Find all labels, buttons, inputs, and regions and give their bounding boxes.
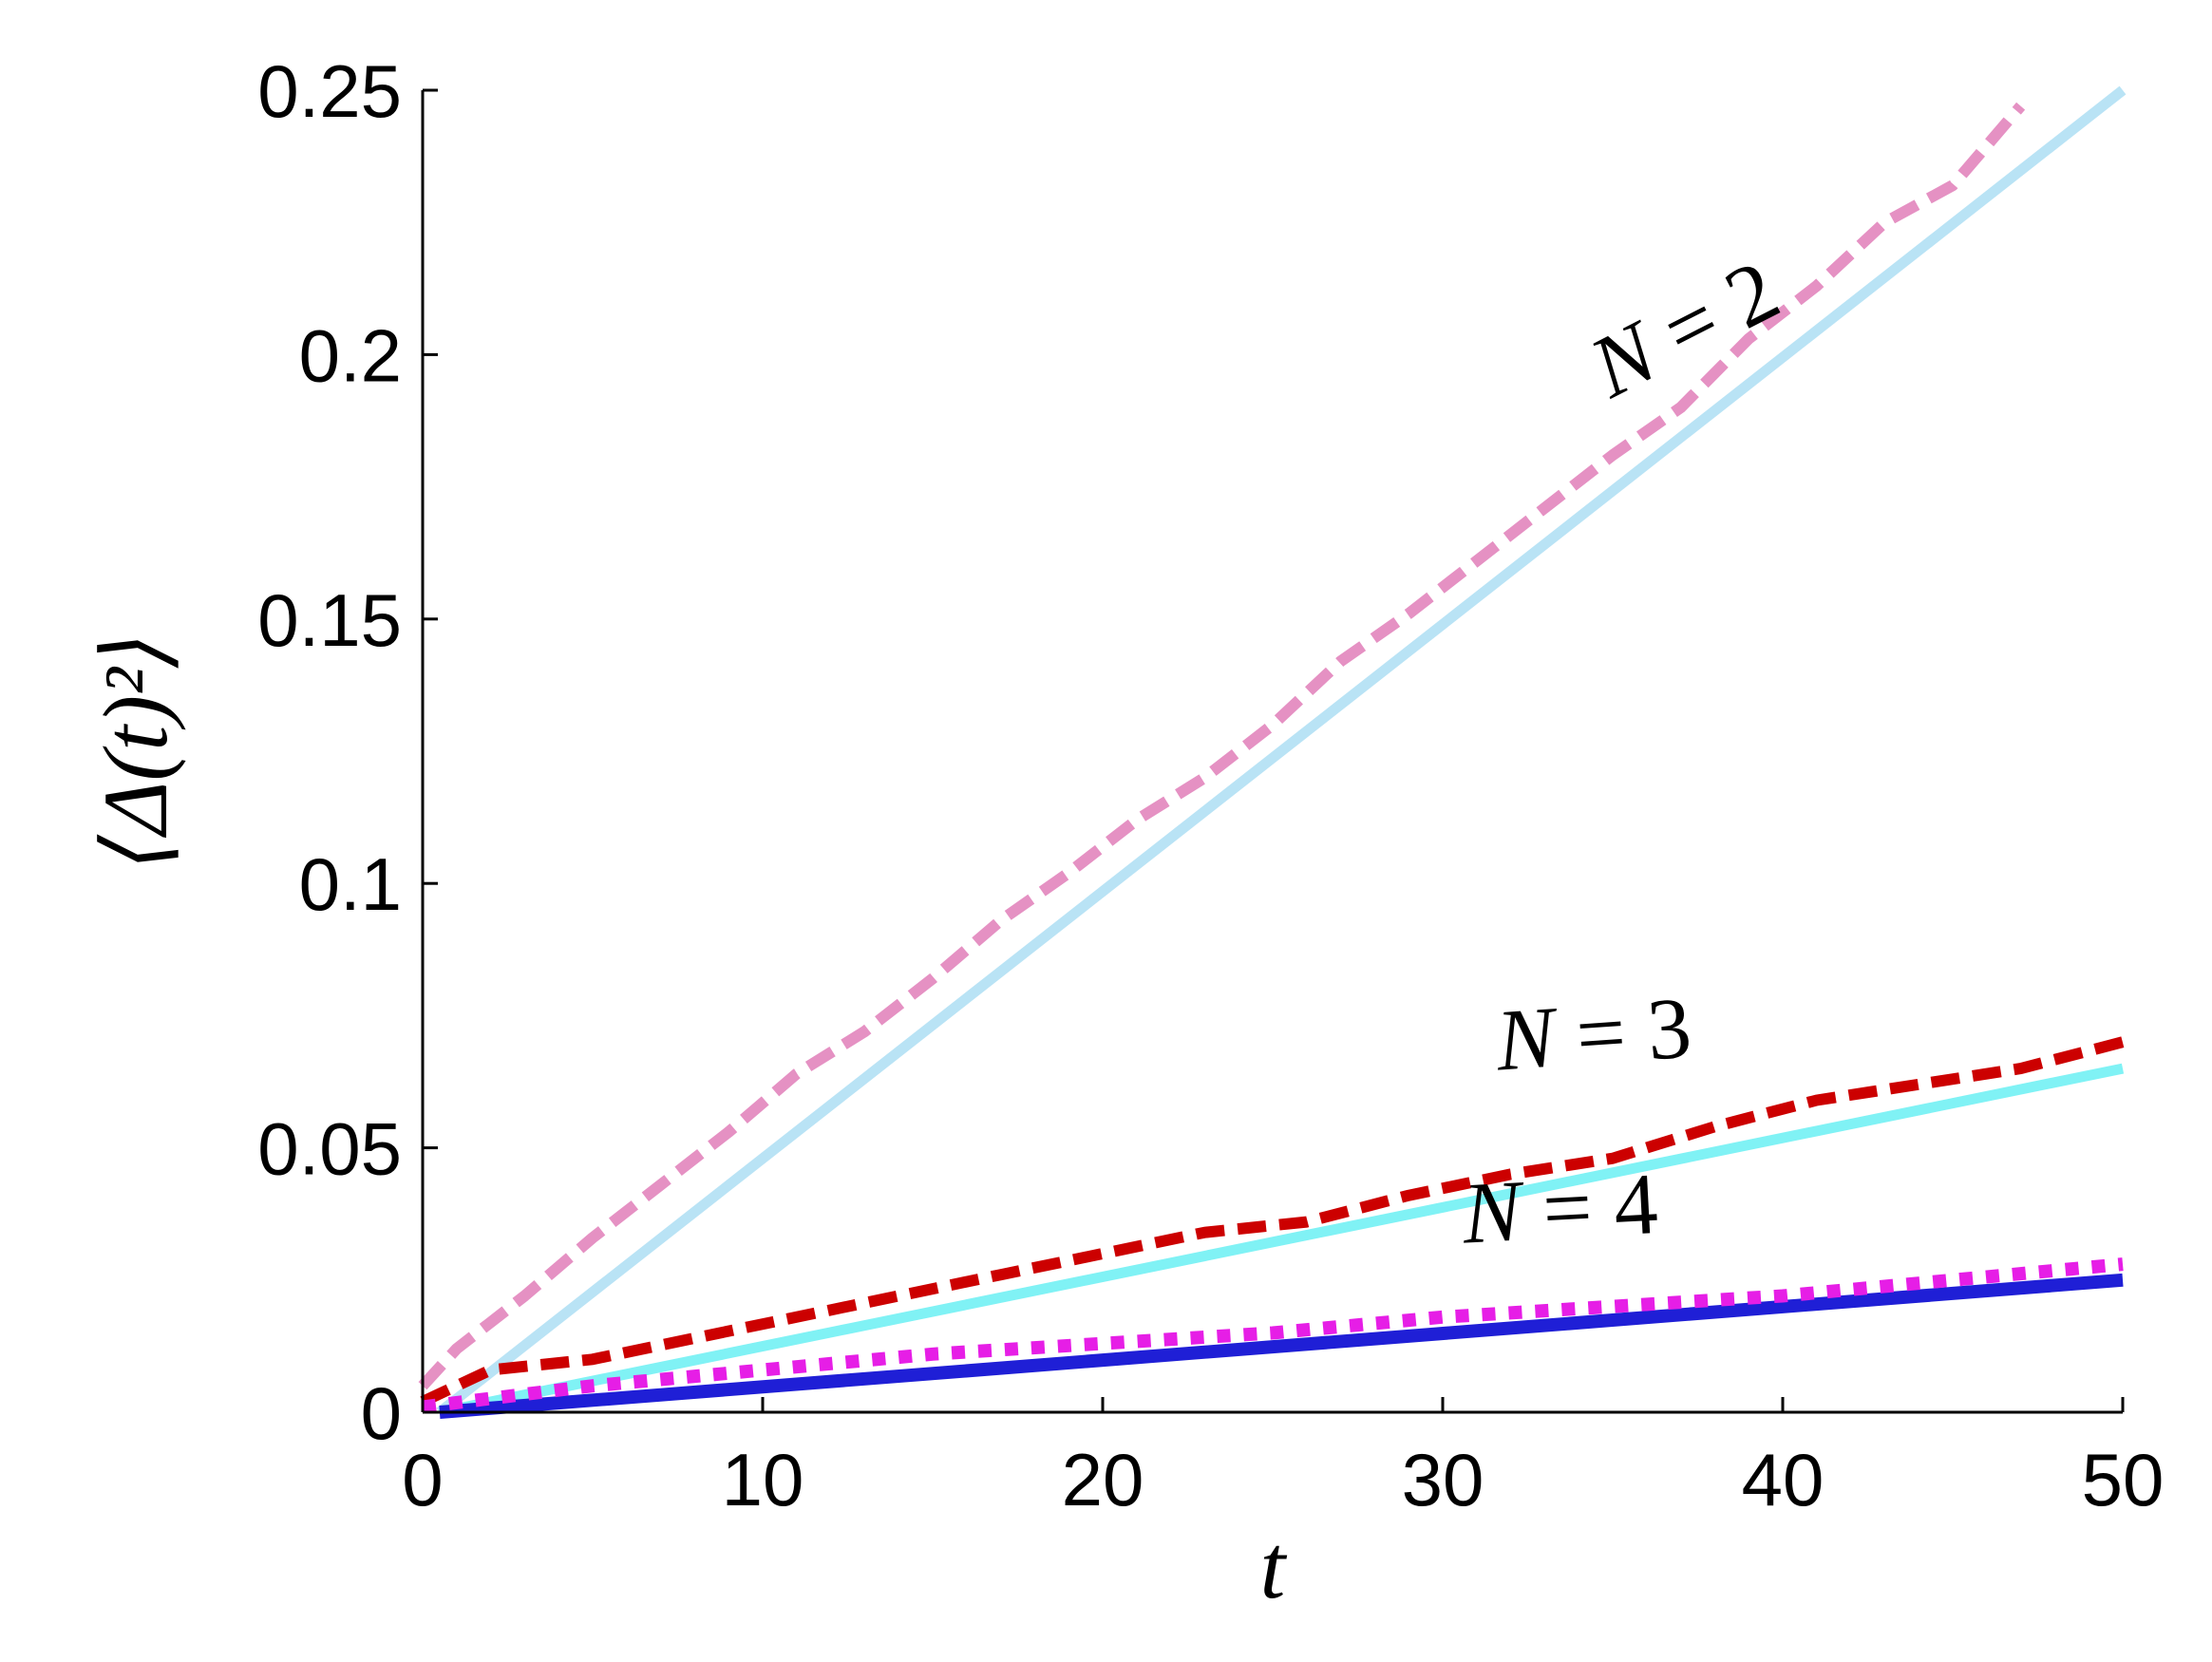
y-tick-label-5: 0.25 [257,49,402,133]
series-layer [418,85,2127,1419]
y-axis-title: ⟨Δ(t)²⟩ [85,633,186,871]
x-tick-label-5: 50 [2082,1438,2165,1521]
x-tick-label-3: 30 [1402,1438,1484,1521]
x-tick-label-4: 40 [1742,1438,1824,1521]
x-tick-label-1: 10 [722,1438,804,1521]
y-tick-label-3: 0.15 [257,578,402,662]
annotation-1: N = 3 [1492,979,1694,1089]
x-axis-title: t [1260,1516,1288,1617]
x-tick-label-0: 0 [402,1438,443,1521]
series-line-4 [439,1273,2124,1419]
annotation-var-1: N [1492,988,1562,1088]
y-tick-label-0: 0 [361,1371,402,1455]
series-line-0 [436,85,2127,1417]
tick-labels: 0 10 20 30 40 50 0 0.05 0.1 0.15 0.2 0.25 [257,49,2164,1521]
y-tick-label-2: 0.1 [299,842,402,926]
series-line-3 [420,1036,2125,1407]
series-line-5 [422,1257,2124,1414]
series-line-1 [418,102,2026,1390]
x-tick-label-2: 20 [1062,1438,1144,1521]
y-tick-label-4: 0.2 [299,313,402,397]
annotation-var-2: N [1460,1162,1528,1261]
ticks [421,88,2125,1414]
annotation-rest-2: = 4 [1519,1155,1660,1258]
annotation-rest-1: = 3 [1551,979,1694,1086]
annotation-2: N = 4 [1460,1155,1660,1262]
axes [421,90,2123,1414]
y-tick-label-1: 0.05 [257,1107,402,1191]
annotation-0: N = 2 [1575,241,1793,417]
series-line-2 [438,1063,2125,1418]
